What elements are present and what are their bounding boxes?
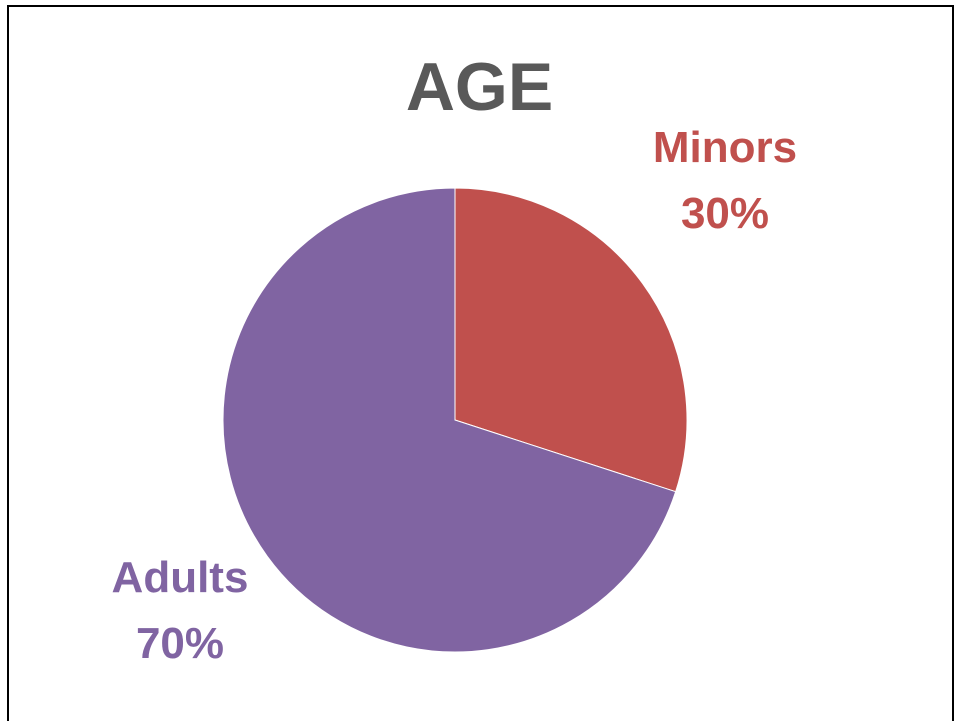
value-label: 30% — [680, 189, 770, 238]
value-label: 70% — [135, 619, 225, 668]
data-label: Adults 70% — [95, 545, 265, 677]
category-label: Minors — [652, 123, 798, 172]
chart-title: AGE — [405, 49, 554, 125]
frame — [7, 5, 954, 721]
category-label: Adults — [111, 553, 249, 602]
pie-slice — [454, 187, 688, 493]
data-label: Minors 30% — [650, 115, 800, 247]
pie-slice — [222, 187, 677, 653]
